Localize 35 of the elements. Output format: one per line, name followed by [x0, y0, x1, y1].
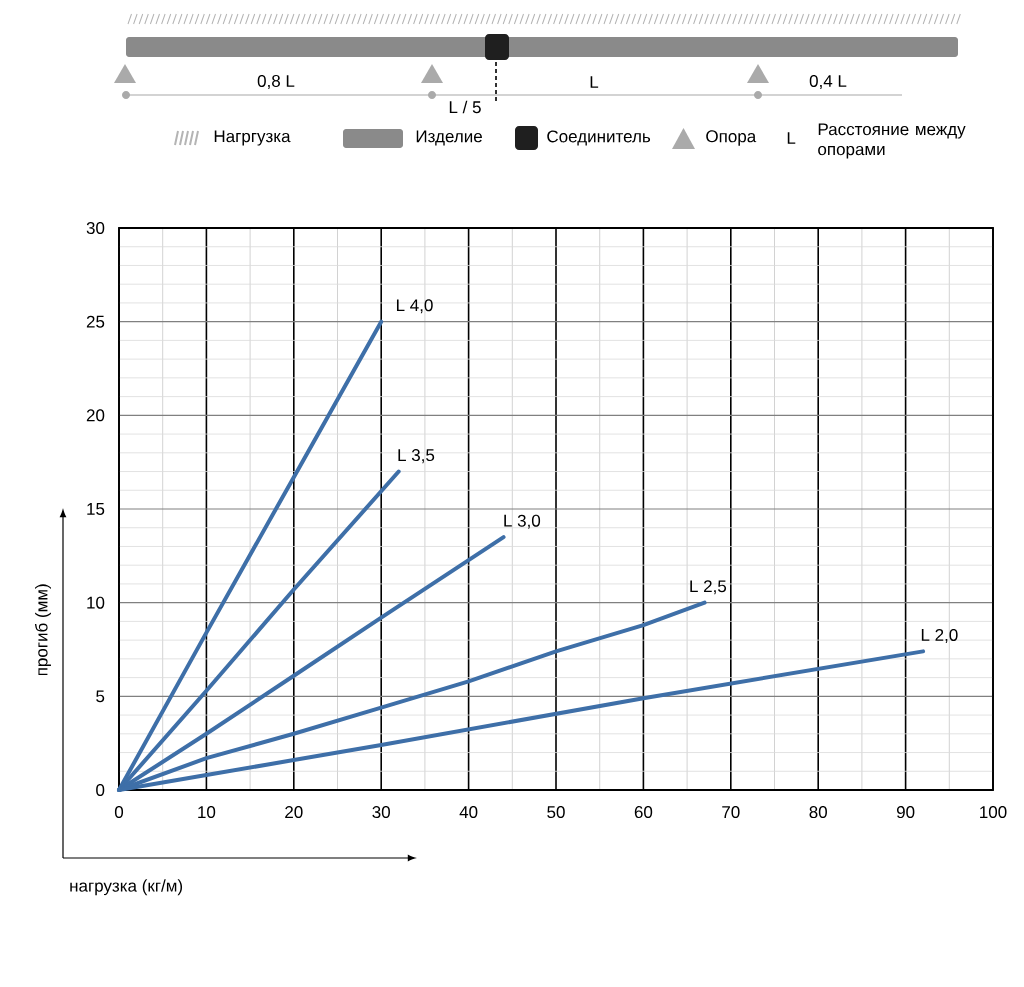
text: Опора [706, 130, 757, 146]
text: Нагргузка [214, 130, 291, 146]
y-axis-title: прогиб (мм) [34, 584, 51, 676]
text: 0,8 L [257, 74, 295, 90]
x-tick-label: 20 [285, 806, 303, 819]
y-tick-label: 5 [96, 690, 105, 703]
text: Соединитель [547, 130, 651, 146]
text: 0,4 L [809, 74, 847, 90]
x-tick-label: 60 [634, 806, 653, 819]
x-tick-label: 100 [980, 806, 1007, 819]
series-label: L 3,0 [504, 514, 541, 529]
y-tick-label: 25 [86, 315, 105, 328]
text: L [590, 76, 599, 88]
x-tick-label: 40 [459, 806, 478, 819]
x-tick-label: 70 [722, 806, 740, 819]
x-tick-label: 80 [809, 806, 827, 819]
y-tick-label: 15 [87, 503, 105, 515]
text: Изделие [416, 130, 482, 146]
x-axis-title: нагрузка (кг/м) [70, 879, 183, 896]
text: L / 5 [449, 100, 481, 114]
y-tick-label: 10 [87, 596, 105, 609]
x-tick-label: 10 [198, 806, 216, 819]
y-tick-label: 20 [86, 409, 105, 422]
x-tick-label: 90 [896, 806, 915, 819]
x-tick-label: 50 [547, 806, 565, 819]
text: Расстояние между опорами [818, 123, 966, 159]
series-label: L 4,0 [396, 299, 433, 314]
x-tick-label: 0 [114, 806, 124, 819]
series-label: L 2,0 [921, 628, 958, 643]
text: L [787, 132, 796, 144]
series-label: L 2,5 [690, 580, 727, 595]
x-tick-label: 30 [372, 806, 390, 819]
series-label: L 3,5 [398, 449, 435, 464]
y-tick-label: 0 [96, 784, 105, 797]
y-tick-label: 30 [86, 222, 105, 235]
